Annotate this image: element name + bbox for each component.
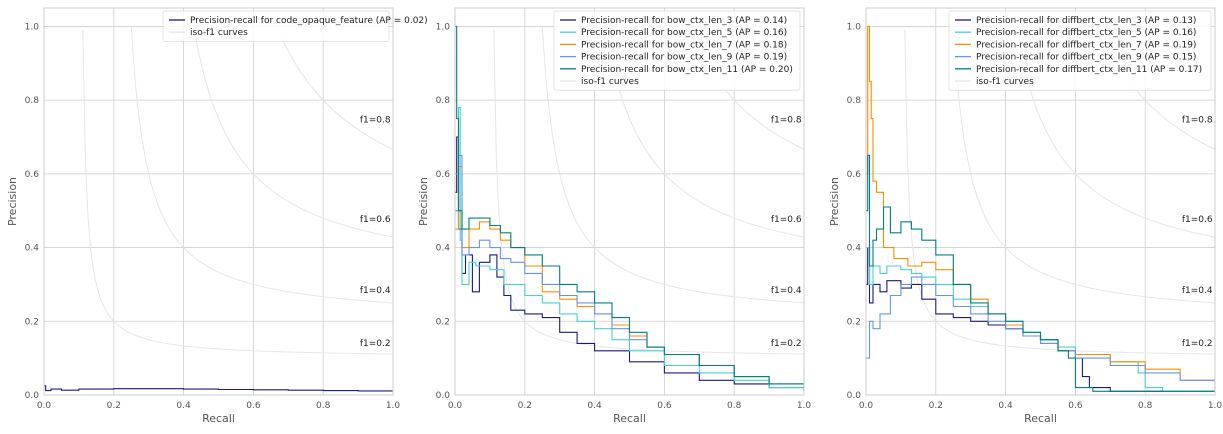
x-tick-label: 0.8 xyxy=(316,401,331,411)
legend-entry-label: Precision-recall for bow_ctx_len_3 (AP =… xyxy=(581,16,787,26)
x-tick-label: 0.4 xyxy=(998,401,1013,411)
pr-curve-series-5 xyxy=(866,154,1215,392)
iso-f1-curve xyxy=(904,29,1215,355)
legend-entry-label: Precision-recall for diffbert_ctx_len_11… xyxy=(976,65,1202,75)
iso-f1-label: f1=0.8 xyxy=(771,115,802,125)
legend: Precision-recall for bow_ctx_len_3 (AP =… xyxy=(553,10,801,91)
legend-box xyxy=(948,10,1212,91)
y-tick-label: 0.2 xyxy=(25,317,39,327)
iso-f1-label: f1=0.8 xyxy=(1182,115,1213,125)
y-tick-label: 0.0 xyxy=(436,391,451,401)
chart-panel-3: 0.0 0.2 0.4 0.6 0.8 1.0 0.0 0.2 0.4 0.6 0.8 1.0 f1=0… xyxy=(828,7,1223,425)
iso-f1-curve xyxy=(276,26,393,150)
y-tick-label: 0.6 xyxy=(25,170,40,180)
legend-entry-label: Precision-recall for bow_ctx_len_11 (AP … xyxy=(581,65,793,75)
legend: Precision-recall for code_opaque_feature… xyxy=(162,10,428,42)
legend-entry-label: Precision-recall for diffbert_ctx_len_5 … xyxy=(976,28,1196,38)
y-tick-label: 1.0 xyxy=(436,22,451,32)
axes-frame xyxy=(865,7,1216,396)
iso-f1-curve xyxy=(604,26,804,238)
y-tick-label: 0.8 xyxy=(436,96,451,106)
iso-f1-label: f1=0.4 xyxy=(771,286,802,296)
y-tick-label: 1.0 xyxy=(25,22,40,32)
iso-f1-curve xyxy=(130,26,393,304)
y-axis-label: Precision xyxy=(417,177,430,226)
pr-curve-series-5 xyxy=(455,25,804,392)
y-tick-label: 0.6 xyxy=(847,170,862,180)
x-tick-label: 0.8 xyxy=(1138,401,1153,411)
x-tick-label: 0.6 xyxy=(246,401,261,411)
axes-frame xyxy=(43,7,394,396)
y-tick-label: 0.0 xyxy=(25,391,40,401)
x-tick-label: 0.6 xyxy=(1068,401,1083,411)
y-tick-label: 0.2 xyxy=(847,317,861,327)
iso-f1-label: f1=0.4 xyxy=(1182,286,1213,296)
legend-box xyxy=(553,10,801,91)
iso-f1-curve xyxy=(952,26,1215,304)
y-tick-label: 0.4 xyxy=(436,244,451,254)
iso-f1-curve xyxy=(82,29,393,355)
x-tick-label: 0.8 xyxy=(727,401,742,411)
x-tick-label: 0.2 xyxy=(929,401,943,411)
iso-f1-label: f1=0.2 xyxy=(1182,339,1213,349)
axes-frame xyxy=(454,7,805,396)
iso-f1-curve xyxy=(193,26,393,238)
y-tick-label: 1.0 xyxy=(847,22,862,32)
y-tick-label: 0.4 xyxy=(847,244,862,254)
iso-f1-curve xyxy=(1015,26,1215,238)
x-tick-label: 0.2 xyxy=(107,401,121,411)
chart-panel-1: 0.0 0.2 0.4 0.6 0.8 1.0 0.0 0.2 0.4 0.6 0.8 1.0 f1=0… xyxy=(6,7,428,425)
y-tick-label: 0.8 xyxy=(25,96,40,106)
iso-f1-label: f1=0.8 xyxy=(360,115,391,125)
y-tick-label: 0.8 xyxy=(847,96,862,106)
y-tick-label: 0.2 xyxy=(436,317,450,327)
iso-f1-label: f1=0.6 xyxy=(771,215,802,225)
pr-curve-series-2 xyxy=(455,106,804,392)
pr-curve-series-4 xyxy=(866,276,1215,392)
iso-f1-curve xyxy=(541,26,804,304)
x-tick-label: 0.0 xyxy=(448,401,463,411)
x-tick-label: 1.0 xyxy=(386,401,401,411)
x-tick-label: 0.4 xyxy=(587,401,602,411)
legend-entry-label: Precision-recall for diffbert_ctx_len_3 … xyxy=(976,16,1196,26)
iso-f1-label: f1=0.6 xyxy=(1182,215,1213,225)
x-axis-label: Recall xyxy=(202,412,235,425)
x-tick-label: 0.0 xyxy=(37,401,52,411)
x-tick-label: 0.0 xyxy=(859,401,874,411)
legend-entry-label: Precision-recall for code_opaque_feature… xyxy=(190,16,428,26)
legend-entry-label: iso-f1 curves xyxy=(976,77,1034,87)
x-tick-label: 0.4 xyxy=(176,401,191,411)
plot-background xyxy=(44,8,393,395)
legend-entry-label: Precision-recall for bow_ctx_len_5 (AP =… xyxy=(581,28,787,38)
legend-entry-label: iso-f1 curves xyxy=(190,28,248,38)
iso-f1-label: f1=0.6 xyxy=(360,215,391,225)
y-tick-label: 0.0 xyxy=(847,391,862,401)
legend-entry-label: Precision-recall for bow_ctx_len_9 (AP =… xyxy=(581,53,787,63)
legend-box xyxy=(162,10,390,42)
iso-f1-label: f1=0.2 xyxy=(360,339,391,349)
chart-panel-2: 0.0 0.2 0.4 0.6 0.8 1.0 0.0 0.2 0.4 0.6 0.8 1.0 f1=0… xyxy=(417,7,812,425)
y-axis-label: Precision xyxy=(6,177,19,226)
x-tick-label: 0.6 xyxy=(657,401,672,411)
legend-entry-label: Precision-recall for diffbert_ctx_len_9 … xyxy=(976,53,1196,63)
iso-f1-label: f1=0.2 xyxy=(771,339,802,349)
pr-curve-series-1 xyxy=(44,385,393,392)
legend: Precision-recall for diffbert_ctx_len_3 … xyxy=(948,10,1212,91)
y-tick-label: 0.4 xyxy=(25,244,40,254)
iso-f1-label: f1=0.4 xyxy=(360,286,391,296)
x-tick-label: 1.0 xyxy=(797,401,812,411)
y-axis-label: Precision xyxy=(828,177,841,226)
legend-entry-label: Precision-recall for diffbert_ctx_len_7 … xyxy=(976,40,1196,50)
legend-entry-label: Precision-recall for bow_ctx_len_7 (AP =… xyxy=(581,40,787,50)
y-tick-label: 0.6 xyxy=(436,170,451,180)
iso-f1-curve xyxy=(493,29,804,355)
x-axis-label: Recall xyxy=(1024,412,1057,425)
x-tick-label: 1.0 xyxy=(1208,401,1223,411)
x-axis-label: Recall xyxy=(613,412,646,425)
legend-entry-label: iso-f1 curves xyxy=(581,77,639,87)
x-tick-label: 0.2 xyxy=(518,401,532,411)
